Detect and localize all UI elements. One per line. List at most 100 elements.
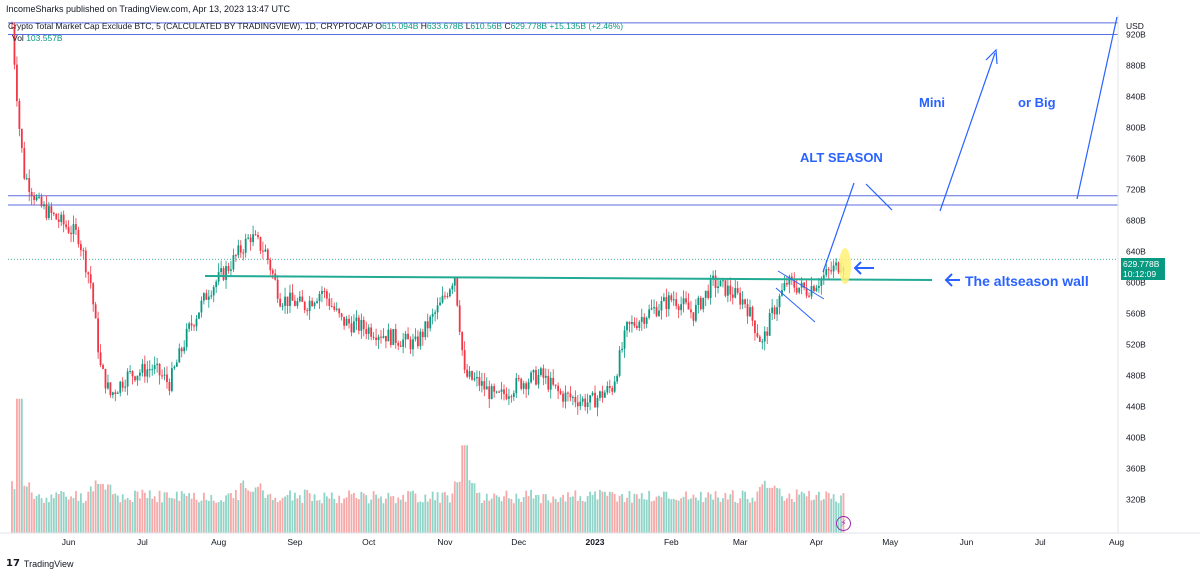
candle-body xyxy=(340,313,343,317)
candle-body xyxy=(389,329,392,345)
candle-body xyxy=(434,312,437,314)
y-tick-label: 720B xyxy=(1126,185,1146,195)
candle-body xyxy=(296,301,299,306)
candle-body xyxy=(822,275,825,279)
volume-bar xyxy=(704,497,707,533)
volume-bar xyxy=(215,502,218,533)
volume-bar xyxy=(131,501,134,533)
candle-body xyxy=(345,318,348,326)
candle-body xyxy=(547,375,550,390)
candle-body xyxy=(712,275,714,279)
x-tick-label: Aug xyxy=(1109,537,1124,547)
candle-body xyxy=(104,368,107,389)
volume-bar xyxy=(675,499,678,533)
candle-body xyxy=(325,291,328,299)
volume-bar xyxy=(628,490,631,533)
y-tick-label: 920B xyxy=(1126,30,1146,40)
flash-icon[interactable]: ⚡ xyxy=(836,516,851,531)
candle-body xyxy=(761,341,764,343)
candle-body xyxy=(48,206,50,218)
volume-bar xyxy=(483,500,486,533)
volume-bar xyxy=(744,491,746,533)
volume-bar xyxy=(190,498,193,533)
volume-bar xyxy=(618,495,621,533)
volume-bar xyxy=(426,501,429,533)
volume-bar xyxy=(419,501,422,533)
y-tick-label: 400B xyxy=(1126,433,1146,443)
volume-bar xyxy=(827,493,830,533)
volume-bar xyxy=(291,500,294,533)
candle-body xyxy=(70,232,72,235)
volume-bar xyxy=(124,499,127,533)
candle-body xyxy=(677,306,680,311)
candle-body xyxy=(756,332,759,337)
candle-body xyxy=(394,329,397,343)
volume-bar xyxy=(584,501,587,533)
candle-body xyxy=(139,372,141,376)
volume-bar xyxy=(323,492,326,533)
volume-bar xyxy=(687,499,690,533)
candle-body xyxy=(771,307,774,314)
volume-bar xyxy=(473,483,476,533)
candle-body xyxy=(788,276,791,285)
arrow-head-icon xyxy=(985,48,998,65)
candle-body xyxy=(262,250,264,252)
volume-bar xyxy=(168,497,171,533)
candle-body xyxy=(616,375,619,382)
volume-bar xyxy=(407,491,409,533)
volume-bar xyxy=(153,496,156,533)
volume-bar xyxy=(490,498,493,533)
candle-body xyxy=(603,392,606,398)
volume-bar xyxy=(463,445,466,533)
volume-bar xyxy=(520,501,523,533)
candle-body xyxy=(360,319,363,331)
x-tick-label: May xyxy=(882,537,899,547)
candle-body xyxy=(414,336,417,340)
candle-body xyxy=(692,312,695,321)
volume-bar xyxy=(136,491,139,533)
candle-body xyxy=(158,363,161,376)
volume-bar xyxy=(82,502,85,533)
candle-body xyxy=(638,321,641,329)
candle-body xyxy=(166,374,168,382)
volume-bar xyxy=(503,496,505,533)
volume-bar xyxy=(242,480,245,533)
volume-bar xyxy=(778,488,781,533)
candle-body xyxy=(574,396,577,403)
candle-body xyxy=(653,307,655,309)
volume-bar xyxy=(375,494,377,533)
candle-body xyxy=(783,283,786,291)
volume-bar xyxy=(552,496,555,533)
volume-bar xyxy=(345,497,348,533)
candle-body xyxy=(57,219,60,222)
candle-body xyxy=(478,377,481,386)
volume-bar xyxy=(402,494,405,533)
candle-body xyxy=(195,318,198,327)
candle-body xyxy=(198,312,200,319)
last-price-label: 629.778B 10:12:09 xyxy=(1121,258,1165,280)
candle-body xyxy=(589,395,591,403)
volume-bar xyxy=(121,494,124,533)
volume-bar xyxy=(38,494,40,533)
candle-body xyxy=(171,368,173,391)
ohlc-legend: Crypto Total Market Cap Exclude BTC, 5 (… xyxy=(8,21,624,31)
volume-bar xyxy=(114,493,117,533)
volume-bar xyxy=(377,498,380,533)
volume-bar xyxy=(57,494,60,533)
candle-body xyxy=(52,212,55,215)
y-tick-label: 840B xyxy=(1126,92,1146,102)
candle-body xyxy=(837,262,840,273)
candle-body xyxy=(687,302,690,310)
volume-bar xyxy=(461,445,464,533)
candle-body xyxy=(685,298,687,303)
candle-body xyxy=(729,285,732,295)
candle-body xyxy=(148,369,151,371)
candle-body xyxy=(11,26,13,28)
volume-bar xyxy=(399,499,402,533)
volume-bar xyxy=(621,494,623,533)
volume-bar xyxy=(825,491,828,533)
candle-body xyxy=(815,287,818,292)
candle-body xyxy=(579,401,582,407)
volume-bar xyxy=(65,496,68,533)
